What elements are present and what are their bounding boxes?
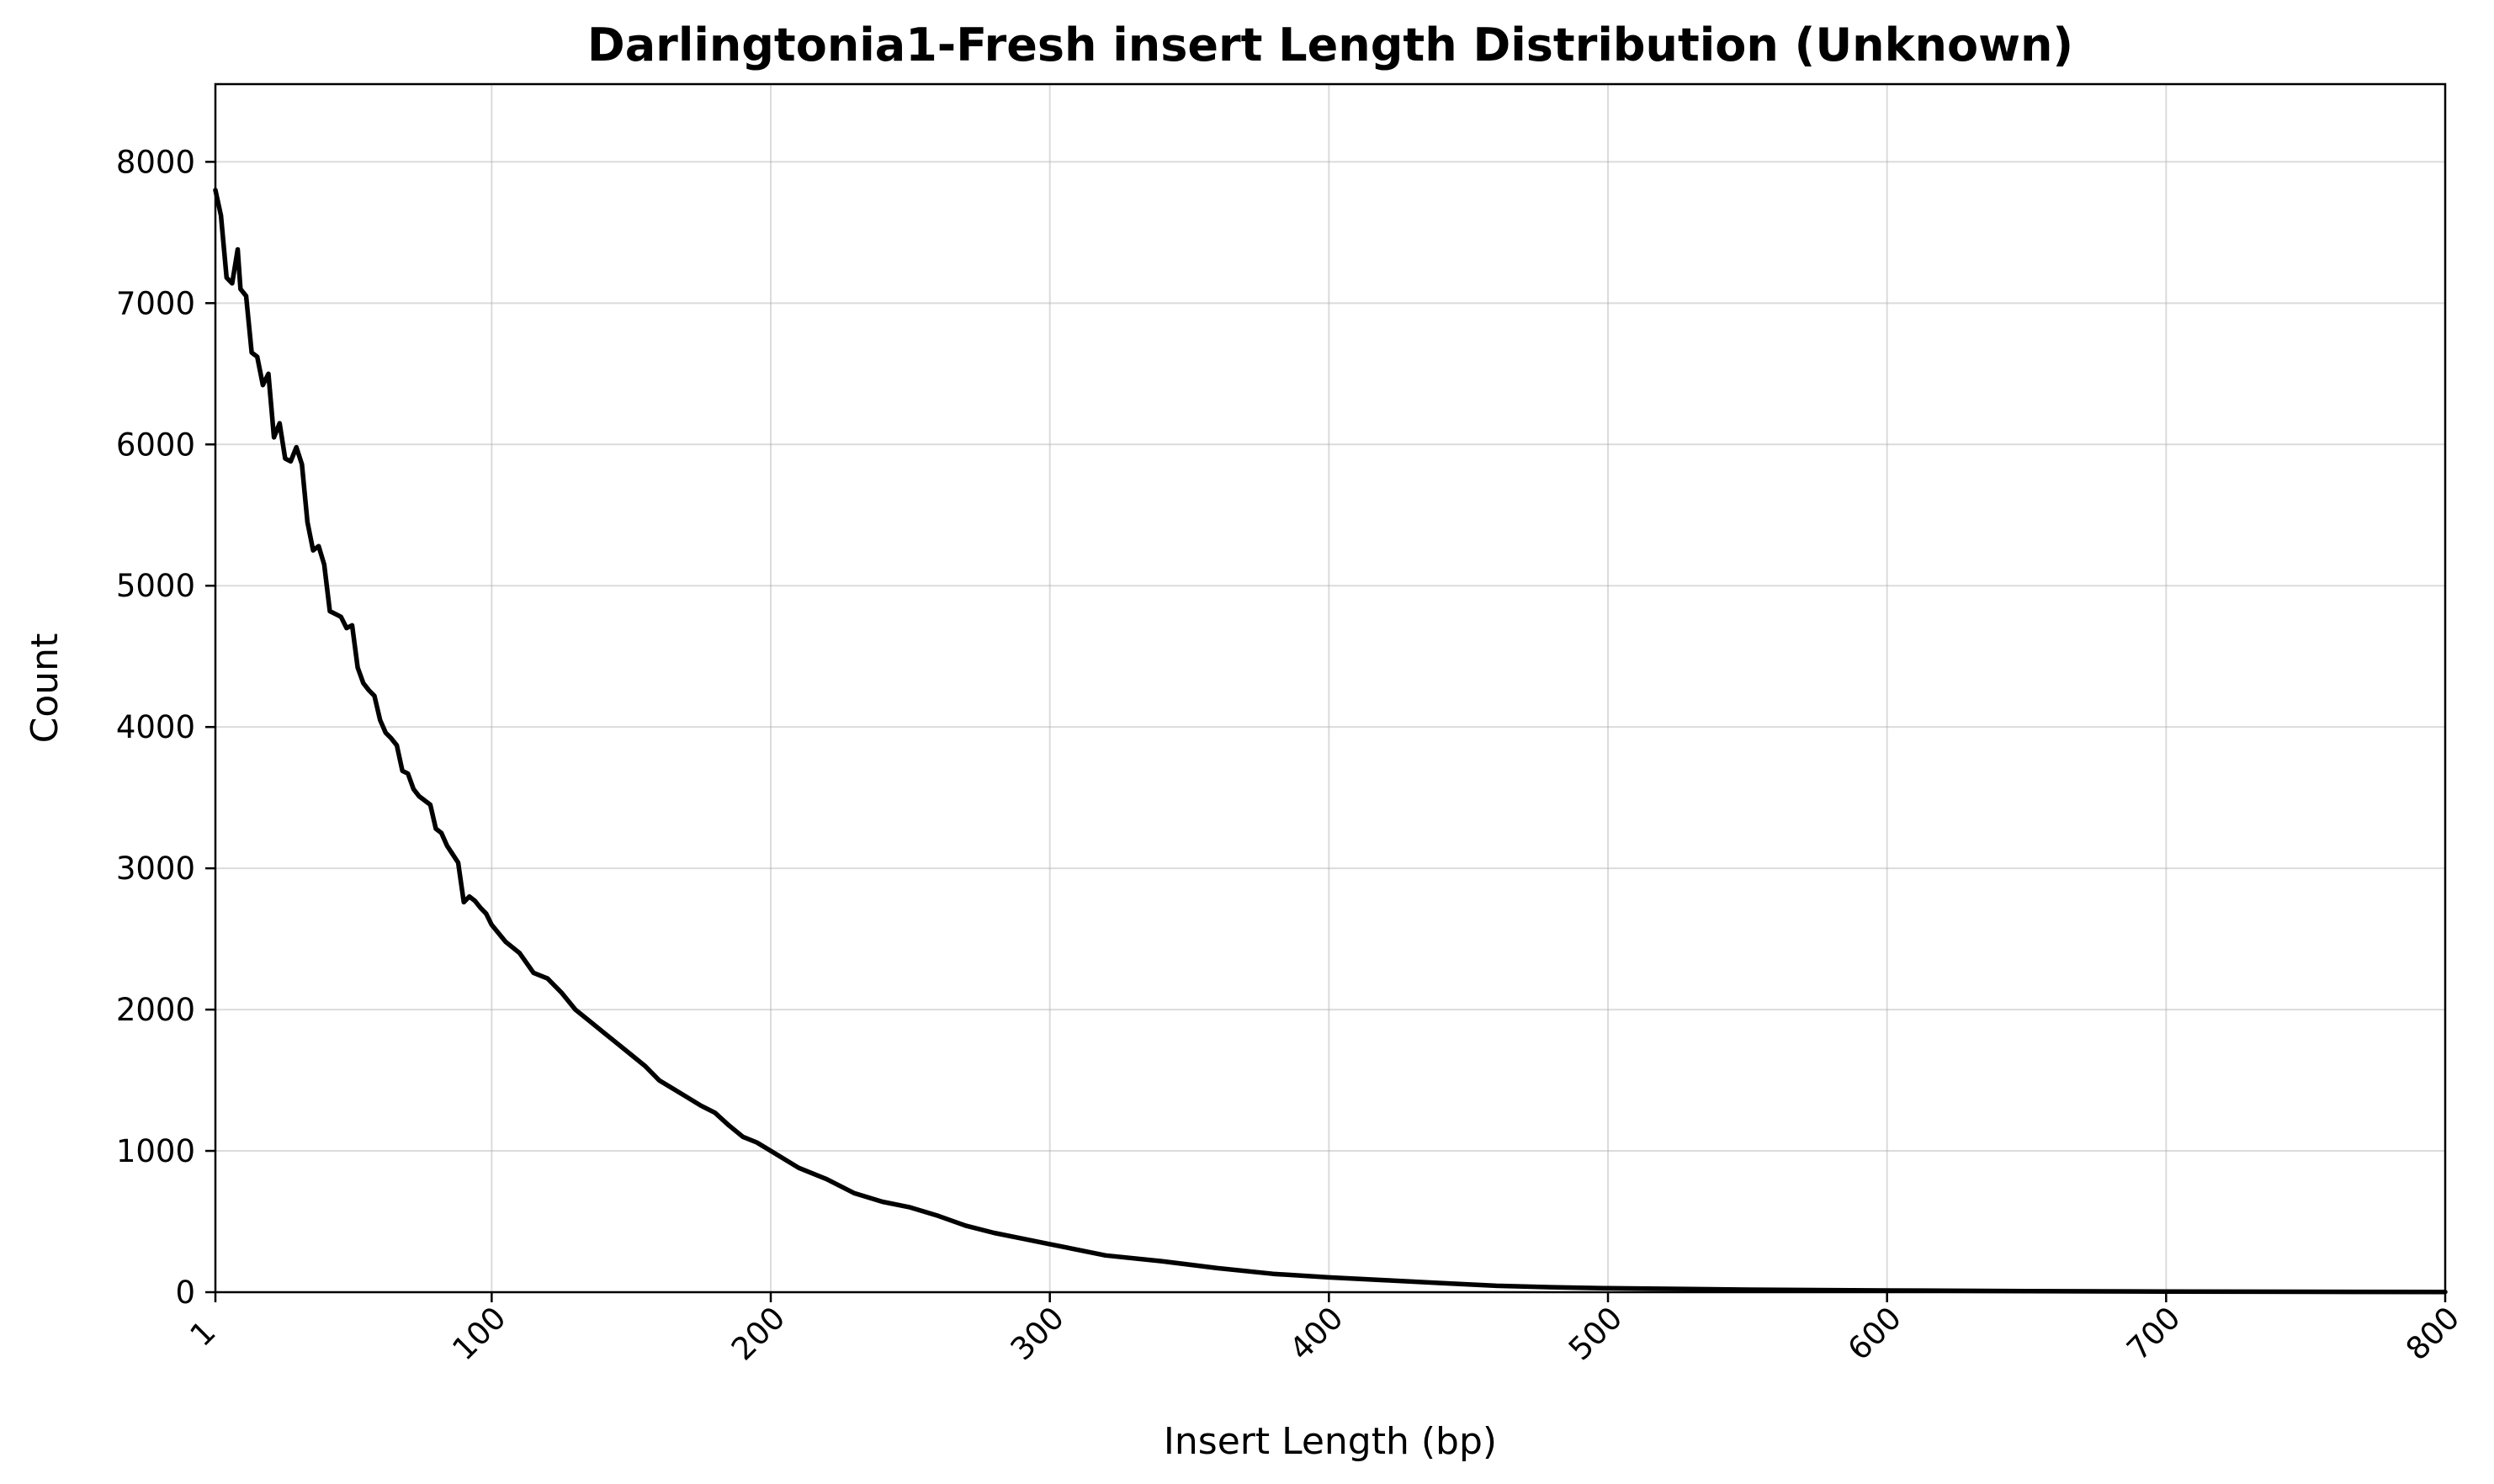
x-tick-label: 500 [1562,1300,1629,1367]
y-tick-label: 0 [175,1275,195,1311]
y-tick-label: 4000 [116,709,195,745]
y-tick-label: 5000 [116,568,195,604]
y-tick-label: 2000 [116,992,195,1028]
x-axis-label: Insert Length (bp) [1164,1420,1497,1463]
x-tick-label: 800 [2399,1300,2466,1367]
y-tick-label: 7000 [116,285,195,321]
plot-frame [214,82,2447,1294]
y-axis-label: Count [24,633,66,744]
y-tick-label: 3000 [116,851,195,887]
series-line [213,188,2448,1295]
x-tick-label: 1 [183,1314,223,1354]
y-tick-label: 1000 [116,1133,195,1169]
x-tick-label: 700 [2120,1300,2187,1367]
chart-title: Darlingtonia1-Fresh insert Length Distri… [587,19,2073,72]
x-tick-label: 600 [1841,1300,1908,1367]
grid-layer [215,84,2446,1293]
x-tick-label: 100 [445,1300,512,1367]
y-tick-label: 8000 [116,144,195,180]
x-tick-label: 300 [1004,1300,1071,1367]
y-tick-label: 6000 [116,427,195,463]
x-tick-label: 400 [1282,1300,1350,1367]
tick-layer: 1 100 200 300 400 500 600 700 800010002000300040… [116,144,2467,1367]
x-tick-label: 200 [724,1300,792,1367]
